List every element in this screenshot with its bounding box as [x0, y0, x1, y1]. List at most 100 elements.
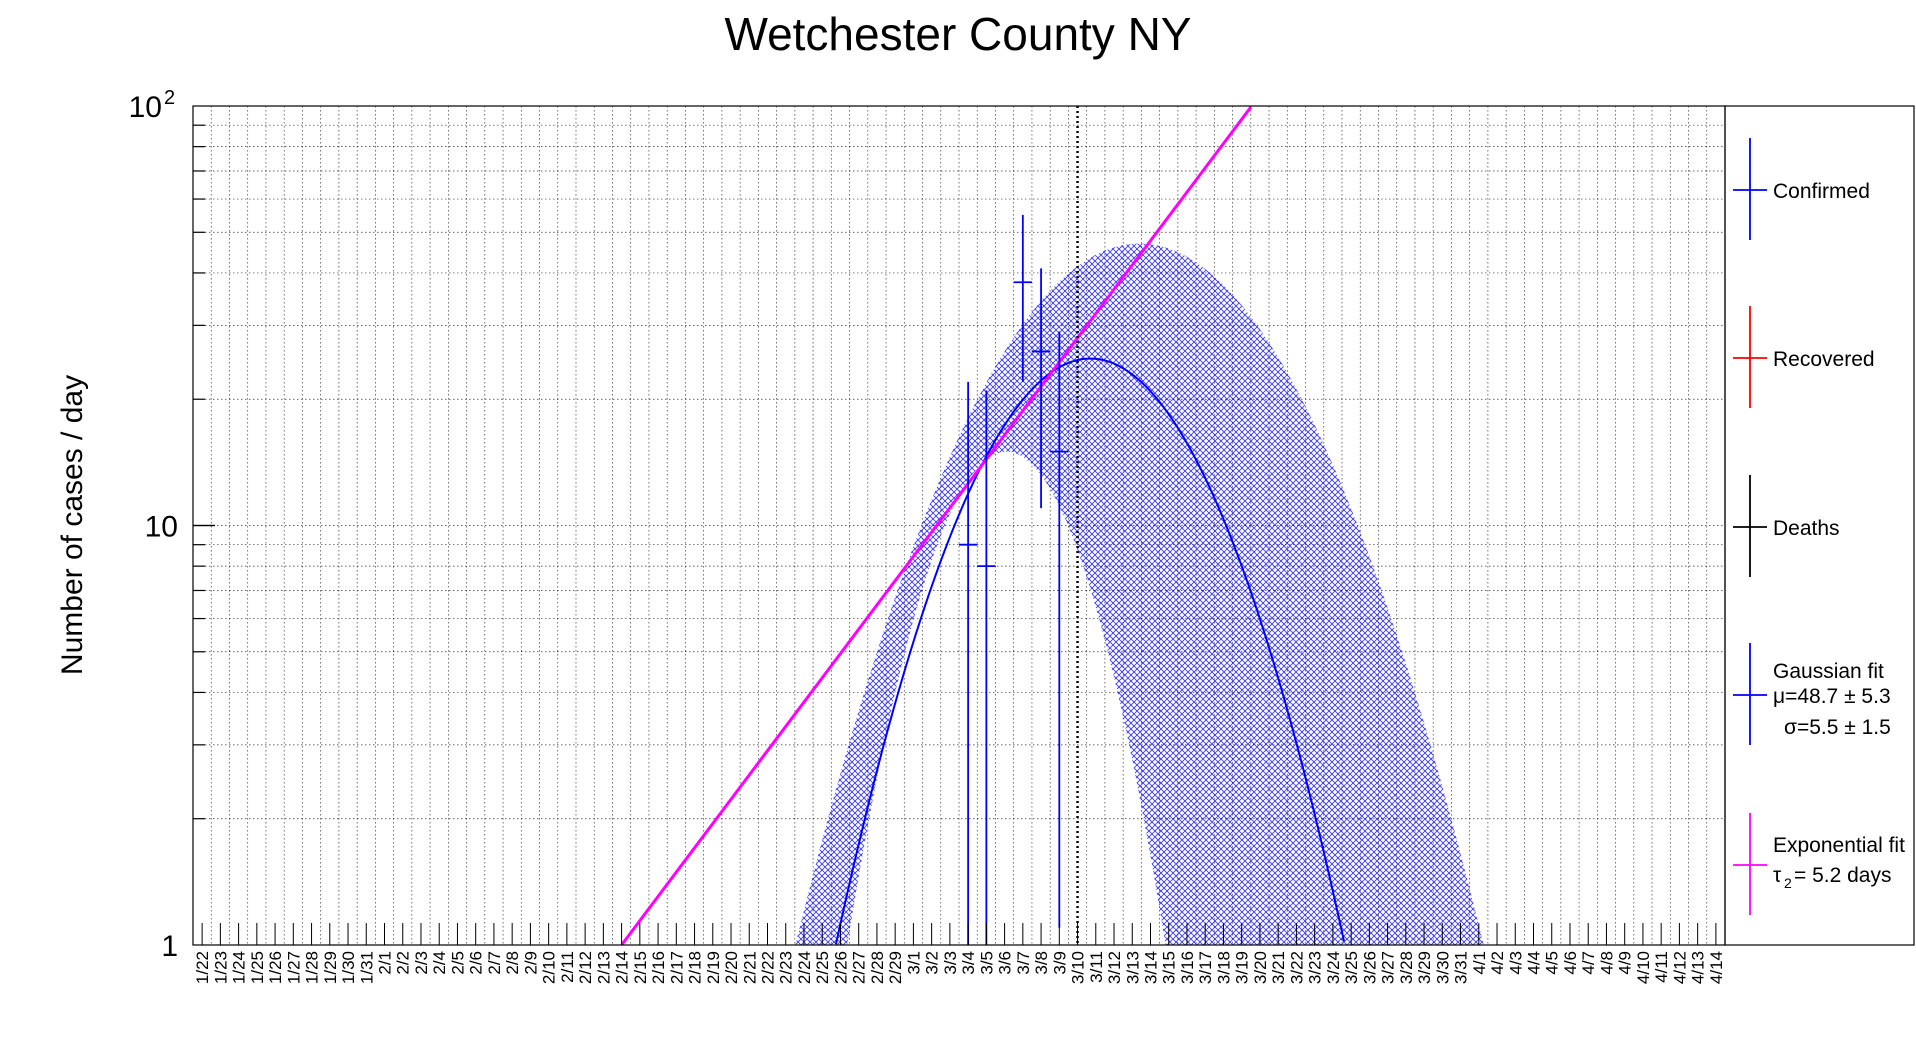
- x-tick-label: 3/25: [1342, 951, 1361, 984]
- x-tick-label: 3/24: [1324, 951, 1343, 984]
- x-tick-label: 3/18: [1215, 951, 1234, 984]
- gaussian-fit-curve: [835, 357, 1345, 945]
- x-tick-label: 2/17: [667, 951, 686, 984]
- x-tick-label: 1/23: [211, 951, 230, 984]
- x-tick-label: 4/2: [1488, 951, 1507, 975]
- legend-label: Confirmed: [1773, 180, 1870, 203]
- y-tick-label-exponent: 2: [164, 87, 175, 109]
- x-tick-label: 1/22: [193, 951, 212, 984]
- legend-label: = 5.2 days: [1794, 864, 1891, 887]
- x-tick-label: 4/5: [1543, 951, 1562, 975]
- legend-entry: Deaths: [1733, 475, 1840, 577]
- legend-label: Exponential fit: [1773, 834, 1905, 857]
- x-tick-label: 1/24: [230, 951, 249, 984]
- x-tick-label: 2/15: [631, 951, 650, 984]
- x-tick-label: 2/27: [850, 951, 869, 984]
- x-tick-label: 3/26: [1360, 951, 1379, 984]
- x-tick-label: 1/31: [357, 951, 376, 984]
- x-tick-label: 3/8: [1032, 951, 1051, 975]
- x-tick-label: 1/25: [248, 951, 267, 984]
- x-tick-label: 3/2: [923, 951, 942, 975]
- y-tick-label: 10: [145, 511, 178, 544]
- x-tick-label: 2/13: [594, 951, 613, 984]
- x-tick-label: 2/25: [813, 951, 832, 984]
- x-tick-label: 3/10: [1069, 951, 1088, 984]
- x-tick-label: 3/6: [996, 951, 1015, 975]
- x-tick-label: 3/13: [1123, 951, 1142, 984]
- x-tick-label: 4/11: [1652, 951, 1671, 983]
- x-tick-label: 2/1: [376, 951, 395, 975]
- x-tick-label: 2/26: [832, 951, 851, 984]
- data-point: [1050, 331, 1069, 928]
- x-tick-label: 3/21: [1269, 951, 1288, 984]
- x-tick-label: 2/8: [503, 951, 522, 975]
- x-tick-label: 2/14: [613, 951, 632, 984]
- x-tick-label: 4/14: [1707, 951, 1726, 984]
- x-tick-label: 3/28: [1397, 951, 1416, 984]
- x-tick-label: 3/12: [1105, 951, 1124, 984]
- data-point: [1013, 214, 1032, 382]
- x-tick-label: 2/28: [868, 951, 887, 984]
- x-tick-label: 2/21: [740, 951, 759, 984]
- x-tick-label: 2/10: [540, 951, 559, 984]
- x-tick-label: 1/29: [321, 951, 340, 984]
- exponential-fit-line: [620, 106, 1253, 945]
- x-tick-label: 2/29: [886, 951, 905, 984]
- legend-label: τ: [1773, 864, 1782, 887]
- x-tick-label: 3/23: [1306, 951, 1325, 984]
- x-tick-label: 2/9: [521, 951, 540, 975]
- data-points: [959, 214, 1069, 945]
- legend: Confirmed Recovered Deaths Gaussian fitμ=48…: [1733, 138, 1905, 915]
- x-tick-label: 2/20: [722, 951, 741, 984]
- x-tick-label: 1/30: [339, 951, 358, 984]
- x-tick-label: 2/12: [576, 951, 595, 984]
- x-tick-label: 4/1: [1470, 951, 1489, 975]
- legend-label: Recovered: [1773, 348, 1875, 371]
- x-tick-label: 4/3: [1506, 951, 1525, 975]
- x-tick-label: 3/22: [1287, 951, 1306, 984]
- x-tick-label: 1/26: [266, 951, 285, 984]
- legend-label: Deaths: [1773, 517, 1840, 540]
- x-tick-label: 2/23: [777, 951, 796, 984]
- x-tick-label: 1/28: [303, 951, 322, 984]
- legend-label: μ=48.7 ± 5.3: [1773, 685, 1891, 708]
- legend-border: [1724, 105, 1915, 946]
- x-tick-label: 2/7: [485, 951, 504, 975]
- x-tick-label: 3/19: [1233, 951, 1252, 984]
- x-tick-label: 3/31: [1452, 951, 1471, 984]
- x-tick-label: 2/2: [394, 951, 413, 975]
- grid-lines: [192, 106, 1726, 945]
- x-tick-label: 2/18: [686, 951, 705, 984]
- legend-label-subscript: 2: [1784, 875, 1792, 891]
- x-tick-label: 3/29: [1415, 951, 1434, 984]
- x-axis-ticks: 1/22 1/23 1/24 1/25 1/26 1/27 1/28 1/29 1/30 1/31…: [193, 923, 1726, 984]
- x-tick-label: 1/27: [284, 951, 303, 984]
- y-tick-label: 10: [129, 91, 162, 124]
- legend-label: Gaussian fit: [1773, 660, 1884, 683]
- data-point: [977, 390, 996, 945]
- x-tick-label: 2/4: [430, 951, 449, 975]
- x-tick-label: 4/4: [1525, 951, 1544, 975]
- x-tick-label: 2/24: [795, 951, 814, 984]
- x-tick-label: 4/7: [1579, 951, 1598, 975]
- legend-label: σ=5.5 ± 1.5: [1784, 716, 1891, 739]
- x-tick-label: 3/20: [1251, 951, 1270, 984]
- gaussian-error-band: [193, 243, 1725, 945]
- legend-entry: Exponential fit τ 2 = 5.2 days: [1733, 813, 1905, 915]
- fit-curves: [620, 106, 1345, 945]
- x-tick-label: 4/12: [1670, 951, 1689, 984]
- x-tick-label: 3/9: [1050, 951, 1069, 975]
- x-tick-label: 3/15: [1160, 951, 1179, 984]
- legend-entry: Recovered: [1733, 306, 1875, 408]
- x-tick-label: 2/11: [558, 951, 577, 983]
- x-tick-label: 2/22: [759, 951, 778, 984]
- x-tick-label: 3/4: [959, 951, 978, 975]
- x-tick-label: 2/6: [467, 951, 486, 975]
- gaussian-band-area: [193, 243, 1725, 945]
- x-tick-label: 3/27: [1379, 951, 1398, 984]
- x-tick-label: 4/9: [1616, 951, 1635, 975]
- x-tick-label: 2/5: [449, 951, 468, 975]
